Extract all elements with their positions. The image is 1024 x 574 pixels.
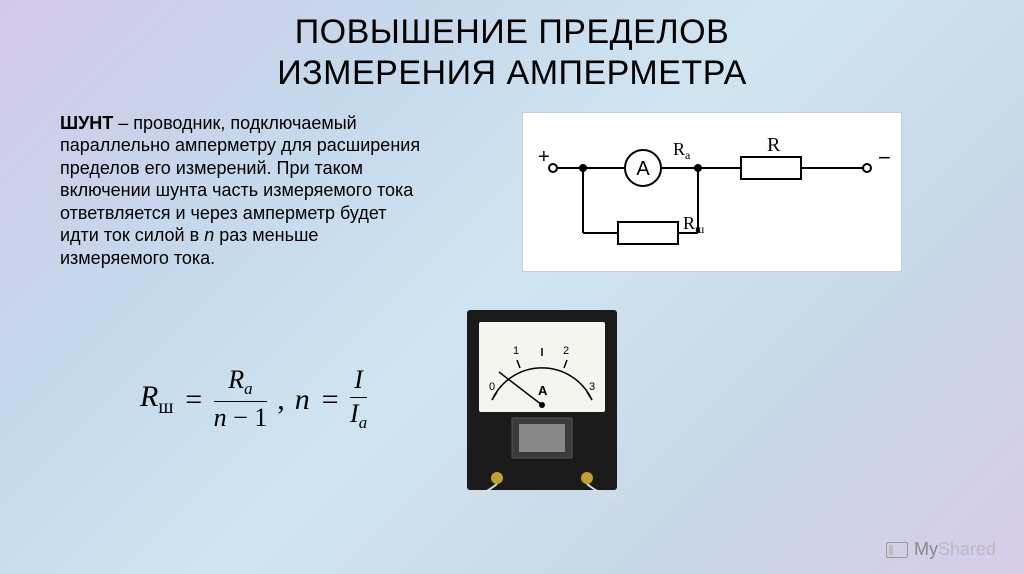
formula-lhs: Rш <box>140 380 173 419</box>
frac1-line <box>214 401 268 402</box>
r-label: R <box>767 134 781 156</box>
frac1: Rа n − 1 <box>214 366 268 432</box>
watermark-suffix: Shared <box>938 539 996 559</box>
title-line-2: ИЗМЕРЕНИЯ АМПЕРМЕТРА <box>277 54 747 92</box>
watermark-text: MyShared <box>914 539 996 560</box>
svg-text:0: 0 <box>489 381 495 393</box>
circuit-diagram: A + − Rа R Rш <box>522 112 902 272</box>
ammeter-device-photo: 0 1 2 3 A <box>457 300 627 500</box>
svg-text:1: 1 <box>513 345 519 357</box>
title-line-1: ПОВЫШЕНИЕ ПРЕДЕЛОВ <box>295 13 730 51</box>
definition-n: n <box>204 225 214 245</box>
minus-label: − <box>878 145 891 170</box>
plus-label: + <box>538 146 550 168</box>
eq1: = <box>183 383 203 417</box>
frac1-den-n: n <box>214 403 227 432</box>
formula-R-sub: ш <box>158 397 173 418</box>
term: ШУНТ <box>60 113 113 133</box>
ammeter-label: A <box>636 158 650 180</box>
watermark-icon <box>886 542 908 558</box>
formula: Rш = Rа n − 1 , n = I Iа <box>140 366 367 432</box>
frac2: I Iа <box>350 366 367 432</box>
watermark-prefix: My <box>914 539 938 559</box>
frac1-den: n − 1 <box>214 404 268 433</box>
frac2-num: I <box>354 366 363 395</box>
rsh-label: Rш <box>683 213 705 236</box>
formula-R: R <box>140 380 158 413</box>
ra-label: Rа <box>673 139 691 162</box>
definition-paragraph: ШУНТ – проводник, подключаемый параллель… <box>60 112 430 270</box>
frac1-den-minus: − <box>233 403 248 432</box>
formula-n: n <box>295 383 310 417</box>
watermark: MyShared <box>886 539 996 560</box>
svg-text:A: A <box>538 383 548 398</box>
frac2-den-I: I <box>350 399 359 428</box>
svg-text:3: 3 <box>589 381 595 393</box>
frac2-line <box>350 397 367 398</box>
frac1-num: Rа <box>228 366 252 399</box>
svg-text:2: 2 <box>563 345 569 357</box>
frac1-num-sub: а <box>244 380 252 399</box>
comma: , <box>277 383 285 417</box>
frac2-den-sub: а <box>359 413 367 432</box>
slide-title: ПОВЫШЕНИЕ ПРЕДЕЛОВ ИЗМЕРЕНИЯ АМПЕРМЕТРА <box>60 12 964 94</box>
frac1-den-1: 1 <box>254 403 267 432</box>
frac2-den: Iа <box>350 400 367 433</box>
frac1-num-sym: R <box>228 365 244 394</box>
eq2: = <box>320 383 340 417</box>
